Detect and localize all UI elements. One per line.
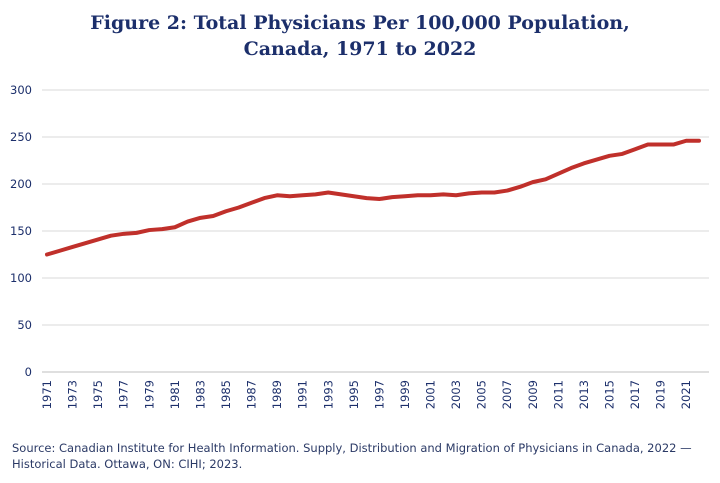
y-tick-label: 0 <box>25 365 32 379</box>
y-tick-label: 150 <box>10 224 32 238</box>
chart-title-line2: Canada, 1971 to 2022 <box>243 38 477 60</box>
chart-title: Figure 2: Total Physicians Per 100,000 P… <box>0 10 720 62</box>
x-tick-label: 2011 <box>551 380 565 409</box>
x-tick-label: 2019 <box>654 380 668 409</box>
x-tick-label: 1977 <box>117 380 131 409</box>
x-tick-label: 2003 <box>449 380 463 409</box>
x-tick-label: 1993 <box>321 380 335 409</box>
x-tick-label: 1979 <box>142 380 156 409</box>
line-chart: 0 50 100 150 200 250 300 1971 1973 1975 1977 1979 19… <box>10 83 709 409</box>
x-tick-label: 2007 <box>500 380 514 409</box>
x-tick-label: 1973 <box>66 380 80 409</box>
x-tick-label: 1985 <box>219 380 233 409</box>
y-tick-label: 200 <box>10 177 32 191</box>
x-tick-label: 2013 <box>577 380 591 409</box>
x-tick-label: 1999 <box>398 380 412 409</box>
x-tick-label: 1991 <box>296 380 310 409</box>
chart-title-line1: Figure 2: Total Physicians Per 100,000 P… <box>90 12 630 34</box>
y-tick-label: 100 <box>10 271 32 285</box>
x-tick-label: 1995 <box>347 380 361 409</box>
y-tick-label: 250 <box>10 130 32 144</box>
series-line <box>45 138 701 257</box>
x-tick-label: 1997 <box>372 380 386 409</box>
x-tick-label: 1981 <box>168 380 182 409</box>
x-tick-label: 1983 <box>193 380 207 409</box>
x-tick-label: 1975 <box>91 380 105 409</box>
x-tick-label: 2015 <box>603 380 617 409</box>
x-tick-label: 2017 <box>628 380 642 409</box>
x-tick-label: 1989 <box>270 380 284 409</box>
x-tick-label: 2021 <box>679 380 693 409</box>
x-tick-label: 1987 <box>245 380 259 409</box>
y-tick-label: 300 <box>10 83 32 97</box>
y-tick-label: 50 <box>17 318 32 332</box>
source-note: Source: Canadian Institute for Health In… <box>12 441 692 471</box>
x-tick-label: 2005 <box>475 380 489 409</box>
x-tick-label: 2001 <box>424 380 438 409</box>
x-tick-label: 1971 <box>40 380 54 409</box>
x-tick-label: 2009 <box>526 380 540 409</box>
